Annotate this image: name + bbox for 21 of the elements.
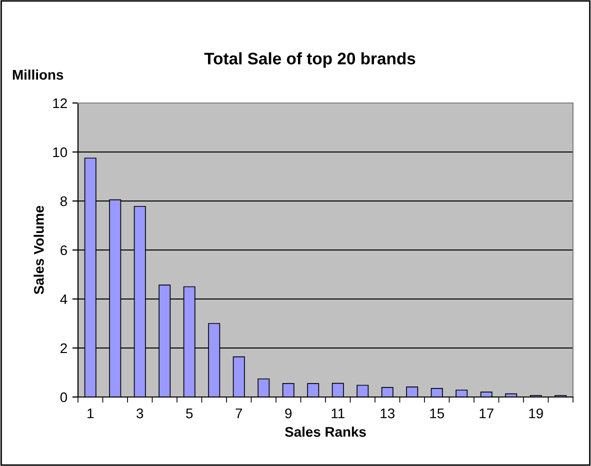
x-tick-label: 13	[380, 408, 394, 418]
y-tick-label: 6	[60, 245, 67, 256]
y-tick-label: 4	[60, 294, 68, 304]
x-tick-label: 1	[88, 408, 94, 418]
chart-title: Total Sale of top 20 brands	[204, 52, 416, 68]
x-tick-label: 19	[529, 408, 543, 418]
x-tick-label: 7	[236, 408, 242, 418]
x-tick-label: 11	[332, 408, 344, 418]
y-tick-label: 8	[60, 196, 67, 206]
y-tick-label: 0	[60, 392, 68, 402]
x-tick-label: 17	[480, 408, 494, 418]
y-tick-label: 10	[53, 147, 68, 158]
x-tick-label: 3	[136, 408, 144, 418]
y-tick-label: 12	[53, 98, 67, 108]
text: Millions	[12, 70, 64, 80]
x-tick-label: 15	[430, 408, 444, 418]
x-tick-label: 5	[186, 408, 193, 418]
y-tick-label: 2	[60, 343, 67, 354]
x-axis-title: Sales Ranks	[284, 426, 366, 437]
x-tick-label: 9	[285, 408, 292, 418]
y-axis-title: Sales Volume	[34, 206, 44, 294]
